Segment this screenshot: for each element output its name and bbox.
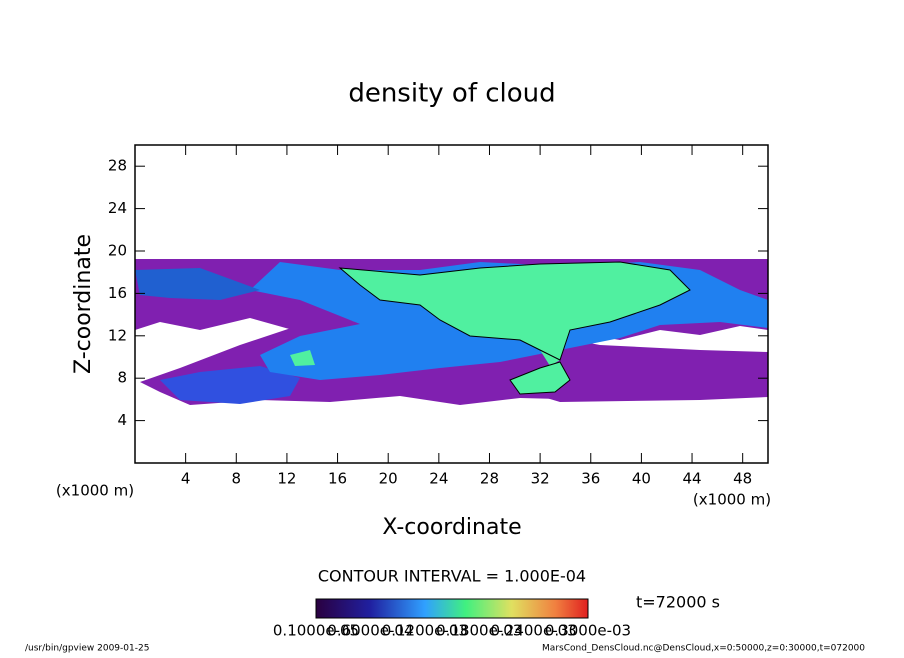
x-tick-label: 28 <box>480 470 499 488</box>
x-tick-label: 36 <box>581 470 600 488</box>
y-tick-label: 8 <box>117 369 127 387</box>
y-tick-label: 20 <box>108 242 127 260</box>
footer-left: /usr/bin/gpview 2009-01-25 <box>25 644 149 654</box>
colorbar-label: 0.1200e-03 <box>382 622 468 640</box>
plot-frame <box>134 144 769 464</box>
footer-right: MarsCond_DensCloud.nc@DensCloud,x=0:5000… <box>542 644 865 654</box>
x-tick-label: 24 <box>429 470 448 488</box>
y-tick-label: 24 <box>108 199 127 217</box>
y-tick-label: 16 <box>108 284 127 302</box>
x-tick-label: 16 <box>328 470 347 488</box>
y-unit: (x1000 m) <box>693 491 771 509</box>
time-label: t=72000 s <box>636 593 720 612</box>
colorbar-label: 0.1000e-05 <box>273 622 359 640</box>
x-tick-label: 32 <box>531 470 550 488</box>
x-unit: (x1000 m) <box>56 482 134 500</box>
contour-interval: CONTOUR INTERVAL = 1.000E-04 <box>318 567 586 586</box>
y-tick-label: 4 <box>117 411 127 429</box>
colorbar-label: 0.6000e-04 <box>327 622 413 640</box>
x-tick-label: 12 <box>277 470 296 488</box>
x-tick-label: 44 <box>682 470 701 488</box>
y-tick-label: 12 <box>108 326 127 344</box>
x-tick-label: 4 <box>181 470 191 488</box>
chart-title: density of cloud <box>348 79 555 109</box>
colorbar-label: 0.2400e-03 <box>490 622 576 640</box>
y-axis-label: Z-coordinate <box>71 234 96 374</box>
colorbar <box>315 598 589 619</box>
x-tick-label: 8 <box>232 470 242 488</box>
x-tick-label: 48 <box>733 470 752 488</box>
colorbar-label: 0.3000e-03 <box>545 622 631 640</box>
x-tick-label: 20 <box>379 470 398 488</box>
x-axis-label: X-coordinate <box>382 515 521 540</box>
x-tick-label: 40 <box>632 470 651 488</box>
cloud-field <box>135 259 768 405</box>
colorbar-label: 0.1800e-03 <box>436 622 522 640</box>
y-tick-label: 28 <box>108 157 127 175</box>
